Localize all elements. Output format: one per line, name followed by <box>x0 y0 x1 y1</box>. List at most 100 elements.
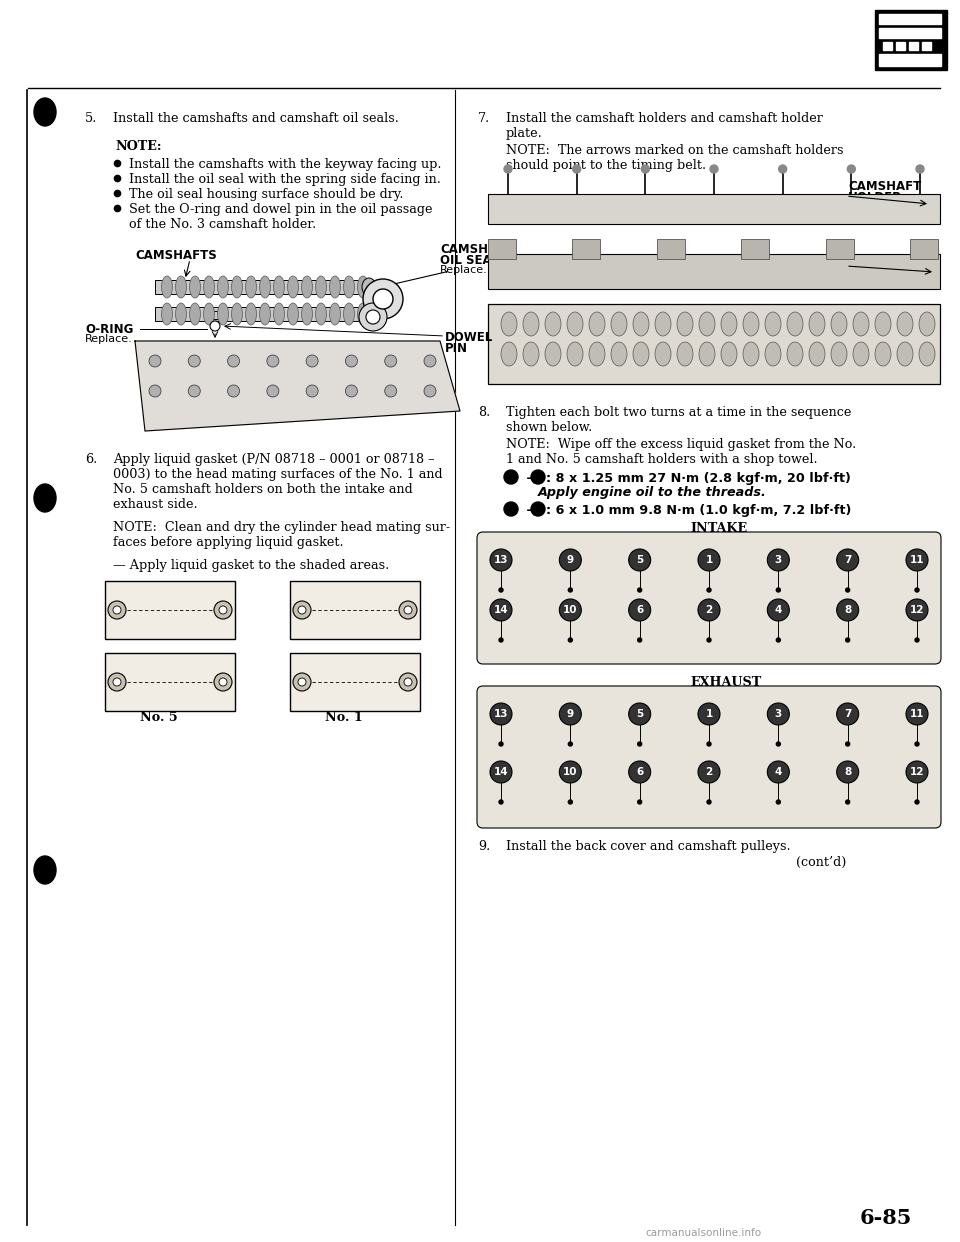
Text: 2: 2 <box>706 768 712 777</box>
Circle shape <box>214 601 232 619</box>
Circle shape <box>573 165 581 173</box>
Circle shape <box>629 703 651 725</box>
Ellipse shape <box>204 303 214 325</box>
Bar <box>657 238 684 260</box>
Ellipse shape <box>259 276 271 298</box>
Text: CAMSHAFT: CAMSHAFT <box>440 243 514 256</box>
Circle shape <box>915 741 919 746</box>
Circle shape <box>346 355 357 366</box>
Text: 1 and No. 5 camshaft holders with a shop towel.: 1 and No. 5 camshaft holders with a shop… <box>506 453 818 466</box>
Ellipse shape <box>501 312 517 337</box>
Circle shape <box>915 638 919 642</box>
Text: The oil seal housing surface should be dry.: The oil seal housing surface should be d… <box>129 188 403 201</box>
Ellipse shape <box>34 484 56 512</box>
Ellipse shape <box>176 276 186 298</box>
Circle shape <box>568 638 572 642</box>
Bar <box>105 581 235 638</box>
Ellipse shape <box>743 312 759 337</box>
Ellipse shape <box>875 312 891 337</box>
Ellipse shape <box>329 276 341 298</box>
Text: 9: 9 <box>566 709 574 719</box>
Bar <box>488 194 940 224</box>
Ellipse shape <box>633 342 649 366</box>
Ellipse shape <box>523 312 539 337</box>
Circle shape <box>504 165 512 173</box>
Text: (cont’d): (cont’d) <box>796 856 847 869</box>
Bar <box>572 238 600 260</box>
Ellipse shape <box>787 342 803 366</box>
Text: Install the camshafts and camshaft oil seals.: Install the camshafts and camshaft oil s… <box>113 112 398 125</box>
Ellipse shape <box>34 856 56 884</box>
Circle shape <box>906 761 928 782</box>
Text: 7: 7 <box>844 709 852 719</box>
Bar <box>155 279 365 294</box>
Text: 14: 14 <box>493 605 508 615</box>
Ellipse shape <box>589 312 605 337</box>
Circle shape <box>767 549 789 571</box>
Circle shape <box>499 800 503 804</box>
Bar <box>826 238 853 260</box>
Text: Apply engine oil to the threads.: Apply engine oil to the threads. <box>538 486 767 499</box>
Text: 13: 13 <box>493 555 508 565</box>
Circle shape <box>219 606 227 614</box>
Polygon shape <box>135 342 460 431</box>
Ellipse shape <box>287 276 299 298</box>
Text: 8: 8 <box>844 768 852 777</box>
Circle shape <box>707 587 711 592</box>
Text: HOLDER: HOLDER <box>848 191 902 204</box>
Circle shape <box>399 673 417 691</box>
Text: plate.: plate. <box>506 127 542 140</box>
Bar <box>155 307 365 320</box>
Text: –: – <box>522 504 538 517</box>
Ellipse shape <box>161 303 173 325</box>
Text: 5: 5 <box>636 709 643 719</box>
Text: Tighten each bolt two turns at a time in the sequence: Tighten each bolt two turns at a time in… <box>506 406 852 419</box>
Bar <box>488 255 940 289</box>
Bar <box>488 304 940 384</box>
Bar <box>879 14 941 24</box>
Ellipse shape <box>523 342 539 366</box>
Circle shape <box>499 638 503 642</box>
Ellipse shape <box>721 312 737 337</box>
Text: 11: 11 <box>910 709 924 719</box>
Circle shape <box>698 703 720 725</box>
Circle shape <box>149 385 161 397</box>
Text: 4: 4 <box>775 768 782 777</box>
Bar <box>909 42 918 50</box>
Ellipse shape <box>301 276 313 298</box>
Circle shape <box>568 800 572 804</box>
Circle shape <box>531 469 545 484</box>
Circle shape <box>490 549 512 571</box>
Text: 7.: 7. <box>478 112 491 125</box>
Circle shape <box>298 678 306 686</box>
Circle shape <box>560 761 582 782</box>
Circle shape <box>837 761 858 782</box>
Circle shape <box>306 355 318 366</box>
Ellipse shape <box>344 276 354 298</box>
Text: — Apply liquid gasket to the shaded areas.: — Apply liquid gasket to the shaded area… <box>113 559 389 573</box>
Ellipse shape <box>655 342 671 366</box>
Ellipse shape <box>204 276 214 298</box>
Circle shape <box>906 703 928 725</box>
Circle shape <box>915 800 919 804</box>
Text: ⑦: ⑦ <box>535 472 543 482</box>
Ellipse shape <box>875 342 891 366</box>
Ellipse shape <box>589 342 605 366</box>
Text: PIN: PIN <box>445 342 468 355</box>
Text: Install the camshafts with the keyway facing up.: Install the camshafts with the keyway fa… <box>129 158 442 171</box>
Bar <box>910 238 938 260</box>
Circle shape <box>846 638 850 642</box>
Circle shape <box>424 355 436 366</box>
Circle shape <box>568 587 572 592</box>
Text: 1: 1 <box>706 709 712 719</box>
Circle shape <box>499 741 503 746</box>
Ellipse shape <box>611 342 627 366</box>
Text: CAMSHAFT: CAMSHAFT <box>848 180 922 193</box>
Text: CAMSHAFTS: CAMSHAFTS <box>135 248 217 262</box>
Text: 4: 4 <box>775 605 782 615</box>
Circle shape <box>373 289 393 309</box>
Circle shape <box>210 320 220 332</box>
Ellipse shape <box>218 303 228 325</box>
Circle shape <box>777 741 780 746</box>
Ellipse shape <box>362 278 376 296</box>
